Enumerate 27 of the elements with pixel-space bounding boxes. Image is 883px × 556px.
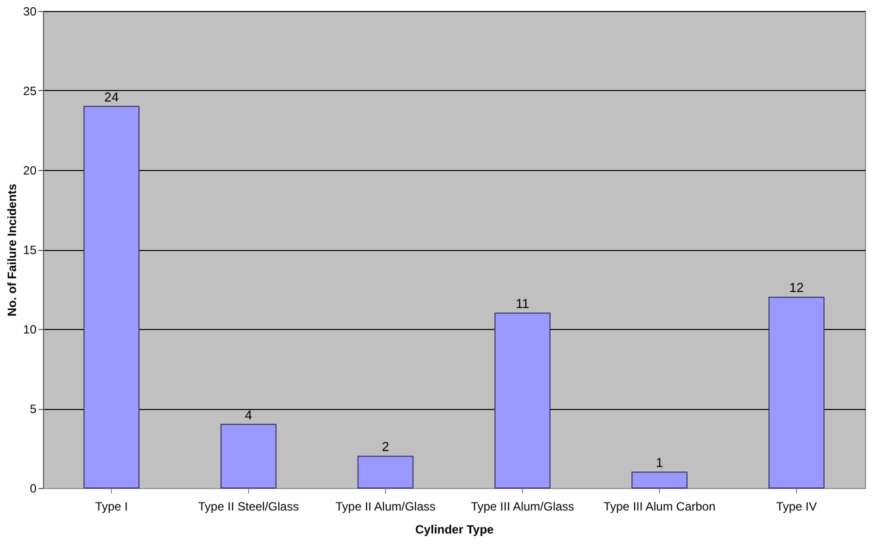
data-label: 1 [656, 455, 664, 470]
y-tick-label: 25 [23, 84, 37, 98]
bar [358, 456, 414, 488]
y-tick-label: 30 [23, 4, 37, 18]
data-label: 2 [382, 439, 390, 454]
data-label: 24 [104, 89, 119, 104]
y-tick-label: 20 [23, 164, 37, 178]
y-tick-label: 0 [30, 482, 37, 496]
bar [768, 296, 824, 488]
x-tick-label: Type III Alum/Glass [470, 500, 574, 514]
y-tick-label: 10 [23, 322, 37, 336]
x-tick-label: Type II Steel/Glass [198, 500, 299, 514]
x-tick-label: Type II Alum/Glass [335, 500, 436, 514]
data-label: 4 [244, 407, 252, 422]
y-tick-label: 5 [30, 402, 37, 416]
y-tick-label: 15 [23, 243, 37, 257]
x-axis-title: Cylinder Type [415, 522, 494, 536]
data-label: 11 [516, 296, 530, 312]
data-label: 12 [789, 280, 804, 296]
bar [220, 424, 276, 488]
bar [84, 106, 140, 488]
x-tick-label: Type I [95, 500, 128, 514]
bar [494, 312, 550, 488]
x-tick-label: Type IV [776, 500, 817, 514]
y-axis-title: No. of Failure Incidents [5, 183, 20, 316]
bar [632, 472, 688, 488]
x-tick-label: Type III Alum Carbon [603, 500, 716, 514]
